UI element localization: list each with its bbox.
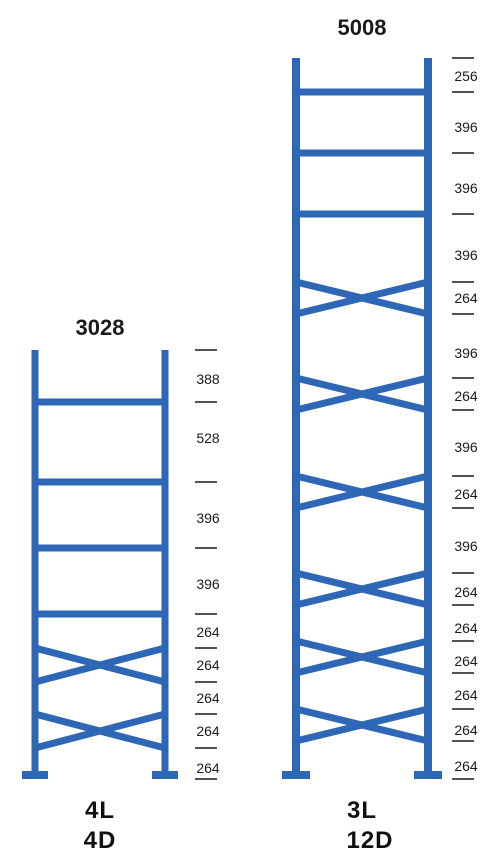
- left-frame-config-line2: 4D: [84, 827, 117, 854]
- diagonal-brace: [34, 710, 166, 752]
- dimension-label: 264: [454, 620, 478, 636]
- left-frame-height-label: 3028: [76, 315, 125, 340]
- dimension-label: 396: [454, 439, 478, 455]
- dimension-label: 528: [196, 430, 220, 446]
- right-frame-structure: [282, 58, 442, 779]
- dimension-label: 264: [196, 624, 220, 640]
- dimension-label: 396: [454, 119, 478, 135]
- dimension-label: 396: [196, 576, 220, 592]
- diagonal-brace: [295, 472, 429, 512]
- diagonal-brace: [295, 374, 429, 414]
- left-frame-config-line1: 4L: [85, 797, 115, 824]
- left-frame-structure: [22, 350, 178, 779]
- right-frame-config-line2: 12D: [346, 827, 393, 854]
- left-frame: 3028 388: [22, 315, 220, 854]
- dimension-label: 396: [454, 247, 478, 263]
- right-frame-dimension-ticks: [452, 57, 474, 780]
- dimension-label: 396: [454, 345, 478, 361]
- dimension-label: 396: [454, 538, 478, 554]
- dimension-label: 388: [196, 371, 220, 387]
- left-frame-dimension-ticks: [195, 349, 217, 780]
- dimension-label: 264: [196, 723, 220, 739]
- dimension-label: 264: [454, 584, 478, 600]
- dimension-label: 264: [196, 690, 220, 706]
- dimension-label: 264: [454, 388, 478, 404]
- left-frame-dimension-labels: 388 528 396 396 264 264 264 264 264: [196, 371, 220, 776]
- dimension-label: 264: [454, 722, 478, 738]
- dimension-label: 264: [454, 758, 478, 774]
- right-frame-height-label: 5008: [338, 15, 387, 40]
- right-frame-config-line1: 3L: [347, 797, 377, 824]
- dimension-label: 264: [454, 290, 478, 306]
- dimension-label: 264: [196, 657, 220, 673]
- diagonal-brace: [34, 644, 166, 686]
- dimension-label: 256: [454, 68, 478, 84]
- dimension-label: 264: [454, 687, 478, 703]
- right-frame: 5008: [282, 15, 478, 854]
- diagonal-brace: [295, 278, 429, 318]
- dimension-label: 264: [454, 653, 478, 669]
- dimension-label: 264: [196, 760, 220, 776]
- dimension-label: 396: [454, 180, 478, 196]
- diagonal-brace: [295, 705, 429, 745]
- diagonal-brace: [295, 569, 429, 609]
- dimension-label: 396: [196, 510, 220, 526]
- right-frame-dimension-labels: 256 396 396 396 264 396 264 396 264 396 …: [454, 68, 478, 774]
- diagonal-brace: [295, 637, 429, 677]
- dimension-label: 264: [454, 486, 478, 502]
